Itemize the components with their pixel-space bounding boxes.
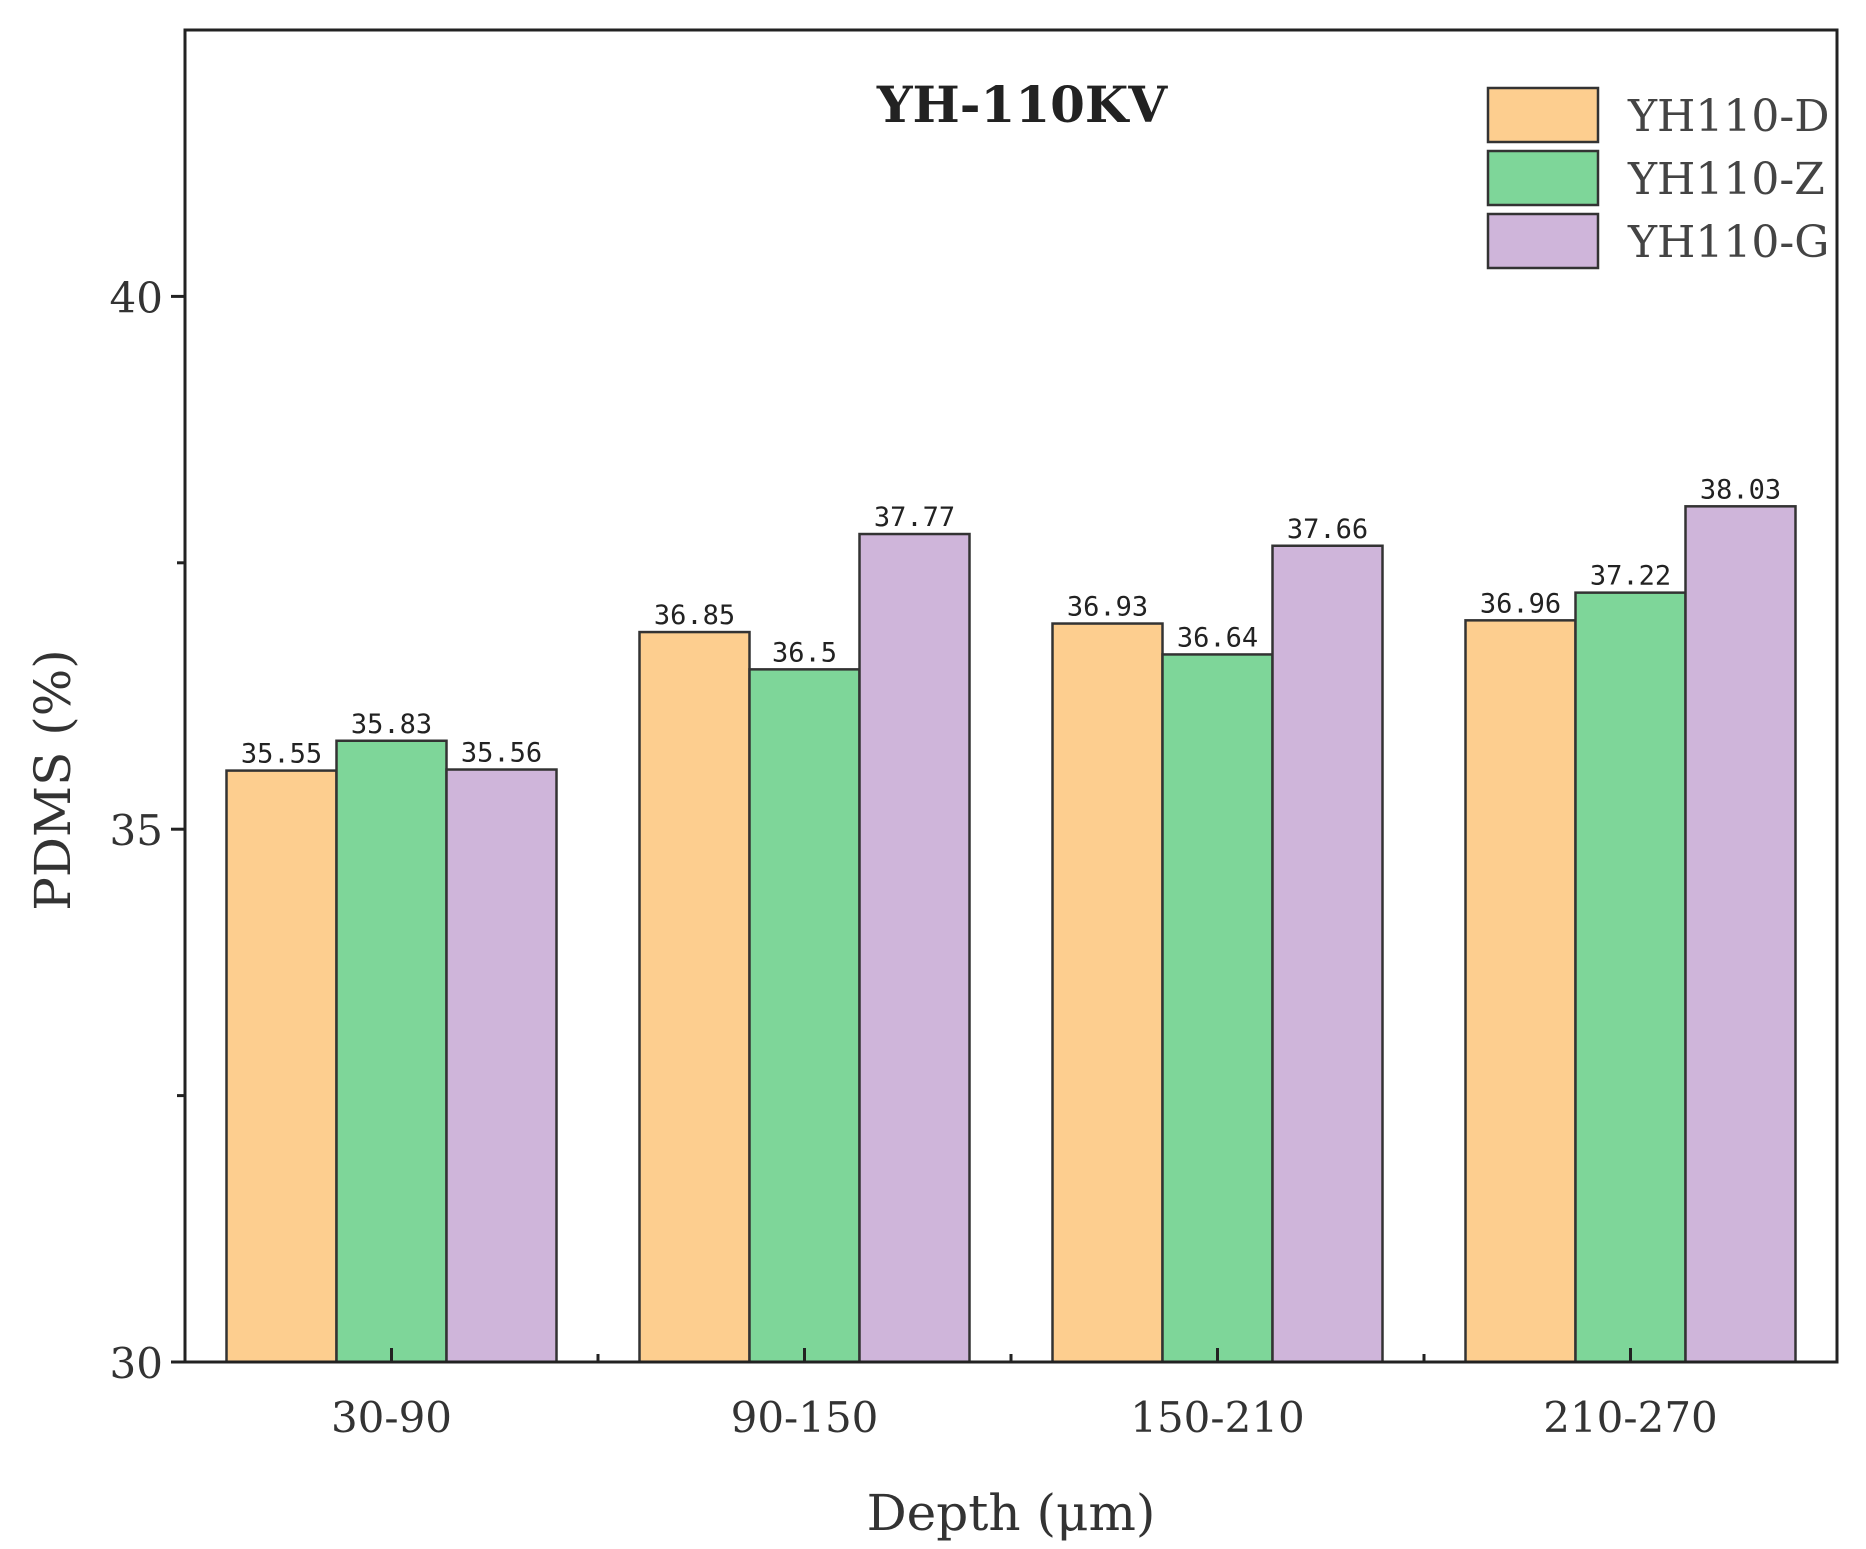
- x-tick-label: 150-210: [1130, 1393, 1305, 1442]
- axes-layer: 30-90 90-150 150-210 210-270 30 35 40: [110, 273, 1718, 1442]
- data-label: 37.77: [874, 502, 955, 533]
- bar-yh110-d-90-150: [638, 630, 751, 1364]
- x-tick-label: 210-270: [1543, 1393, 1718, 1442]
- legend-label: YH110-Z: [1627, 154, 1825, 205]
- data-label: 37.66: [1287, 514, 1368, 545]
- bar-yh110-g-150-210: [1271, 544, 1384, 1364]
- bar-yh110-g-30-90: [445, 768, 558, 1364]
- bar-yh110-g-210-270: [1684, 505, 1797, 1364]
- data-label: 36.96: [1480, 588, 1561, 619]
- plot-frame: [183, 28, 1839, 1364]
- y-axis-label: PDMS (%): [24, 649, 82, 911]
- data-label: 36.93: [1067, 592, 1148, 623]
- data-label: 35.83: [351, 709, 432, 740]
- data-label: 38.03: [1700, 474, 1781, 505]
- bar-yh110-z-210-270: [1574, 591, 1687, 1364]
- bar-yh110-d-210-270: [1464, 619, 1577, 1364]
- bar-yh110-z-150-210: [1161, 653, 1274, 1364]
- legend-swatch-yh110-d: [1486, 86, 1600, 144]
- data-label: 35.55: [241, 739, 322, 770]
- data-label: 37.22: [1590, 561, 1671, 592]
- legend-label: YH110-D: [1627, 91, 1830, 142]
- data-label: 36.5: [772, 637, 837, 668]
- legend-label: YH110-G: [1627, 217, 1829, 268]
- bar-yh110-d-30-90: [225, 769, 338, 1364]
- bar-yh110-g-90-150: [858, 532, 971, 1364]
- y-tick-label: 30: [110, 1339, 163, 1388]
- legend: YH110-D YH110-Z YH110-G: [1486, 86, 1830, 270]
- bar-yh110-z-30-90: [335, 739, 448, 1364]
- legend-swatch-yh110-g: [1486, 212, 1600, 270]
- bars-layer: 35.55 35.83 35.56 36.85 36.5 37.77 36.93 36.64 3…: [225, 474, 1797, 1364]
- data-label: 36.64: [1177, 622, 1258, 653]
- x-tick-label: 30-90: [331, 1393, 452, 1442]
- x-axis-label: Depth (μm): [867, 1484, 1156, 1542]
- chart-title: YH-110KV: [876, 75, 1169, 134]
- y-tick-label: 40: [110, 273, 163, 322]
- bar-yh110-d-150-210: [1051, 622, 1164, 1364]
- bar-yh110-z-90-150: [748, 668, 861, 1364]
- data-label: 35.56: [461, 738, 542, 769]
- x-tick-label: 90-150: [731, 1393, 879, 1442]
- y-tick-label: 35: [110, 806, 163, 855]
- data-label: 36.85: [654, 600, 735, 631]
- legend-swatch-yh110-z: [1486, 149, 1600, 207]
